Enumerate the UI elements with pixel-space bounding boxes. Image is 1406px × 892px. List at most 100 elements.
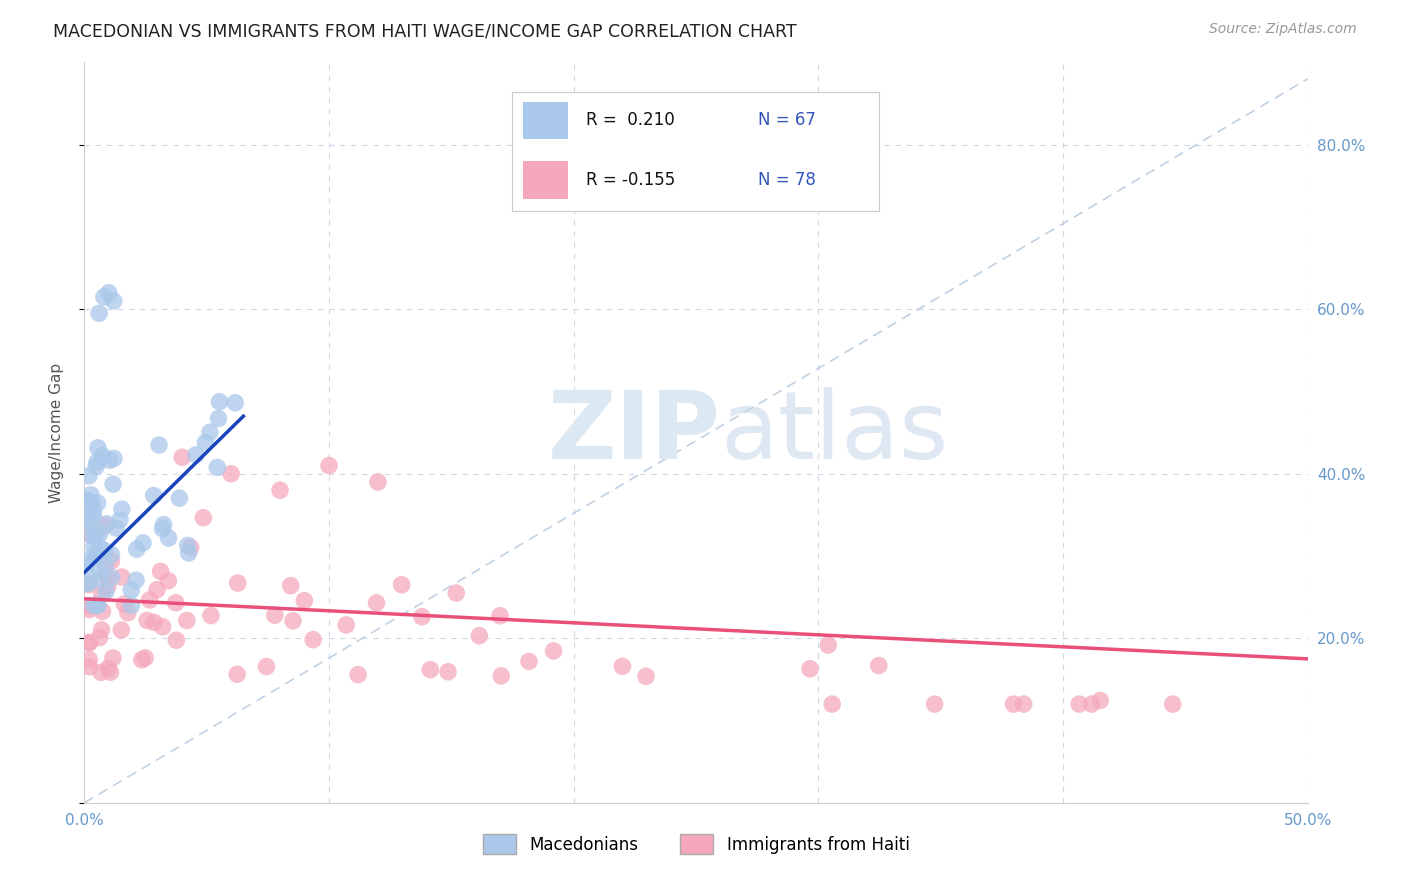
Point: [86, 455, 108, 469]
Point: [82, 530, 104, 544]
Point: [77, 635, 100, 649]
Point: [105, 521, 128, 535]
Point: [100, 554, 122, 568]
Point: [194, 435, 217, 450]
Point: [77, 636, 100, 650]
Point: [89, 526, 111, 541]
Point: [318, 458, 340, 473]
Point: [111, 502, 134, 516]
Point: [90, 541, 112, 556]
Point: [112, 597, 135, 611]
Point: [86, 549, 108, 563]
Point: [90, 665, 112, 680]
Point: [89, 572, 111, 586]
Point: [799, 662, 821, 676]
Point: [200, 608, 222, 623]
Point: [100, 665, 122, 680]
Point: [79, 575, 101, 590]
Point: [94, 544, 117, 558]
Point: [367, 475, 389, 489]
Point: [91, 604, 114, 618]
Point: [76, 493, 98, 508]
Point: [142, 489, 165, 503]
Point: [77, 599, 100, 613]
Point: [263, 608, 285, 623]
Point: [176, 538, 198, 552]
Point: [101, 651, 124, 665]
Point: [1090, 693, 1112, 707]
Point: [517, 655, 540, 669]
Point: [125, 542, 148, 557]
Point: [269, 483, 291, 498]
Point: [924, 697, 946, 711]
Point: [157, 531, 180, 545]
Point: [821, 697, 844, 711]
Point: [176, 614, 198, 628]
Point: [391, 577, 413, 591]
Point: [86, 496, 108, 510]
Point: [93, 290, 115, 304]
Point: [103, 293, 125, 308]
Text: MACEDONIAN VS IMMIGRANTS FROM HAITI WAGE/INCOME GAP CORRELATION CHART: MACEDONIAN VS IMMIGRANTS FROM HAITI WAGE…: [53, 22, 797, 40]
Point: [90, 588, 112, 602]
Point: [125, 574, 148, 588]
Point: [177, 546, 200, 560]
Point: [169, 491, 191, 505]
Point: [84, 547, 107, 561]
Point: [817, 638, 839, 652]
Point: [302, 632, 325, 647]
Point: [335, 618, 357, 632]
Point: [80, 488, 103, 502]
Point: [84, 459, 107, 474]
Point: [207, 460, 229, 475]
Point: [80, 497, 103, 511]
Point: [82, 504, 104, 518]
Point: [82, 508, 104, 523]
Point: [96, 516, 118, 531]
Point: [97, 285, 120, 300]
Point: [1069, 697, 1091, 711]
Point: [101, 477, 124, 491]
Point: [281, 614, 304, 628]
Point: [120, 599, 142, 613]
Point: [93, 518, 115, 533]
Point: [366, 596, 388, 610]
Point: [100, 548, 122, 562]
Point: [149, 565, 172, 579]
Point: [97, 579, 120, 593]
Point: [152, 522, 174, 536]
Point: [612, 659, 634, 673]
Point: [138, 593, 160, 607]
Point: [77, 659, 100, 673]
Point: [77, 652, 100, 666]
Point: [84, 529, 107, 543]
Point: [256, 659, 278, 673]
Point: [868, 658, 890, 673]
Point: [180, 541, 202, 555]
Legend: Macedonians, Immigrants from Haiti: Macedonians, Immigrants from Haiti: [475, 828, 917, 861]
Point: [543, 644, 565, 658]
Point: [419, 663, 441, 677]
Point: [82, 599, 104, 613]
Point: [83, 540, 105, 554]
Point: [87, 563, 110, 577]
Point: [226, 667, 249, 681]
Point: [411, 609, 433, 624]
Point: [87, 306, 110, 320]
Point: [90, 623, 112, 637]
Point: [152, 517, 174, 532]
Text: Source: ZipAtlas.com: Source: ZipAtlas.com: [1209, 22, 1357, 37]
Point: [172, 450, 194, 465]
Point: [468, 629, 491, 643]
Point: [97, 661, 120, 675]
Point: [165, 633, 187, 648]
Point: [120, 582, 142, 597]
Point: [79, 496, 101, 510]
Point: [94, 584, 117, 599]
Text: atlas: atlas: [720, 386, 949, 479]
Point: [152, 620, 174, 634]
Point: [76, 517, 98, 532]
Point: [77, 527, 100, 541]
Point: [94, 558, 117, 572]
Point: [1012, 697, 1035, 711]
